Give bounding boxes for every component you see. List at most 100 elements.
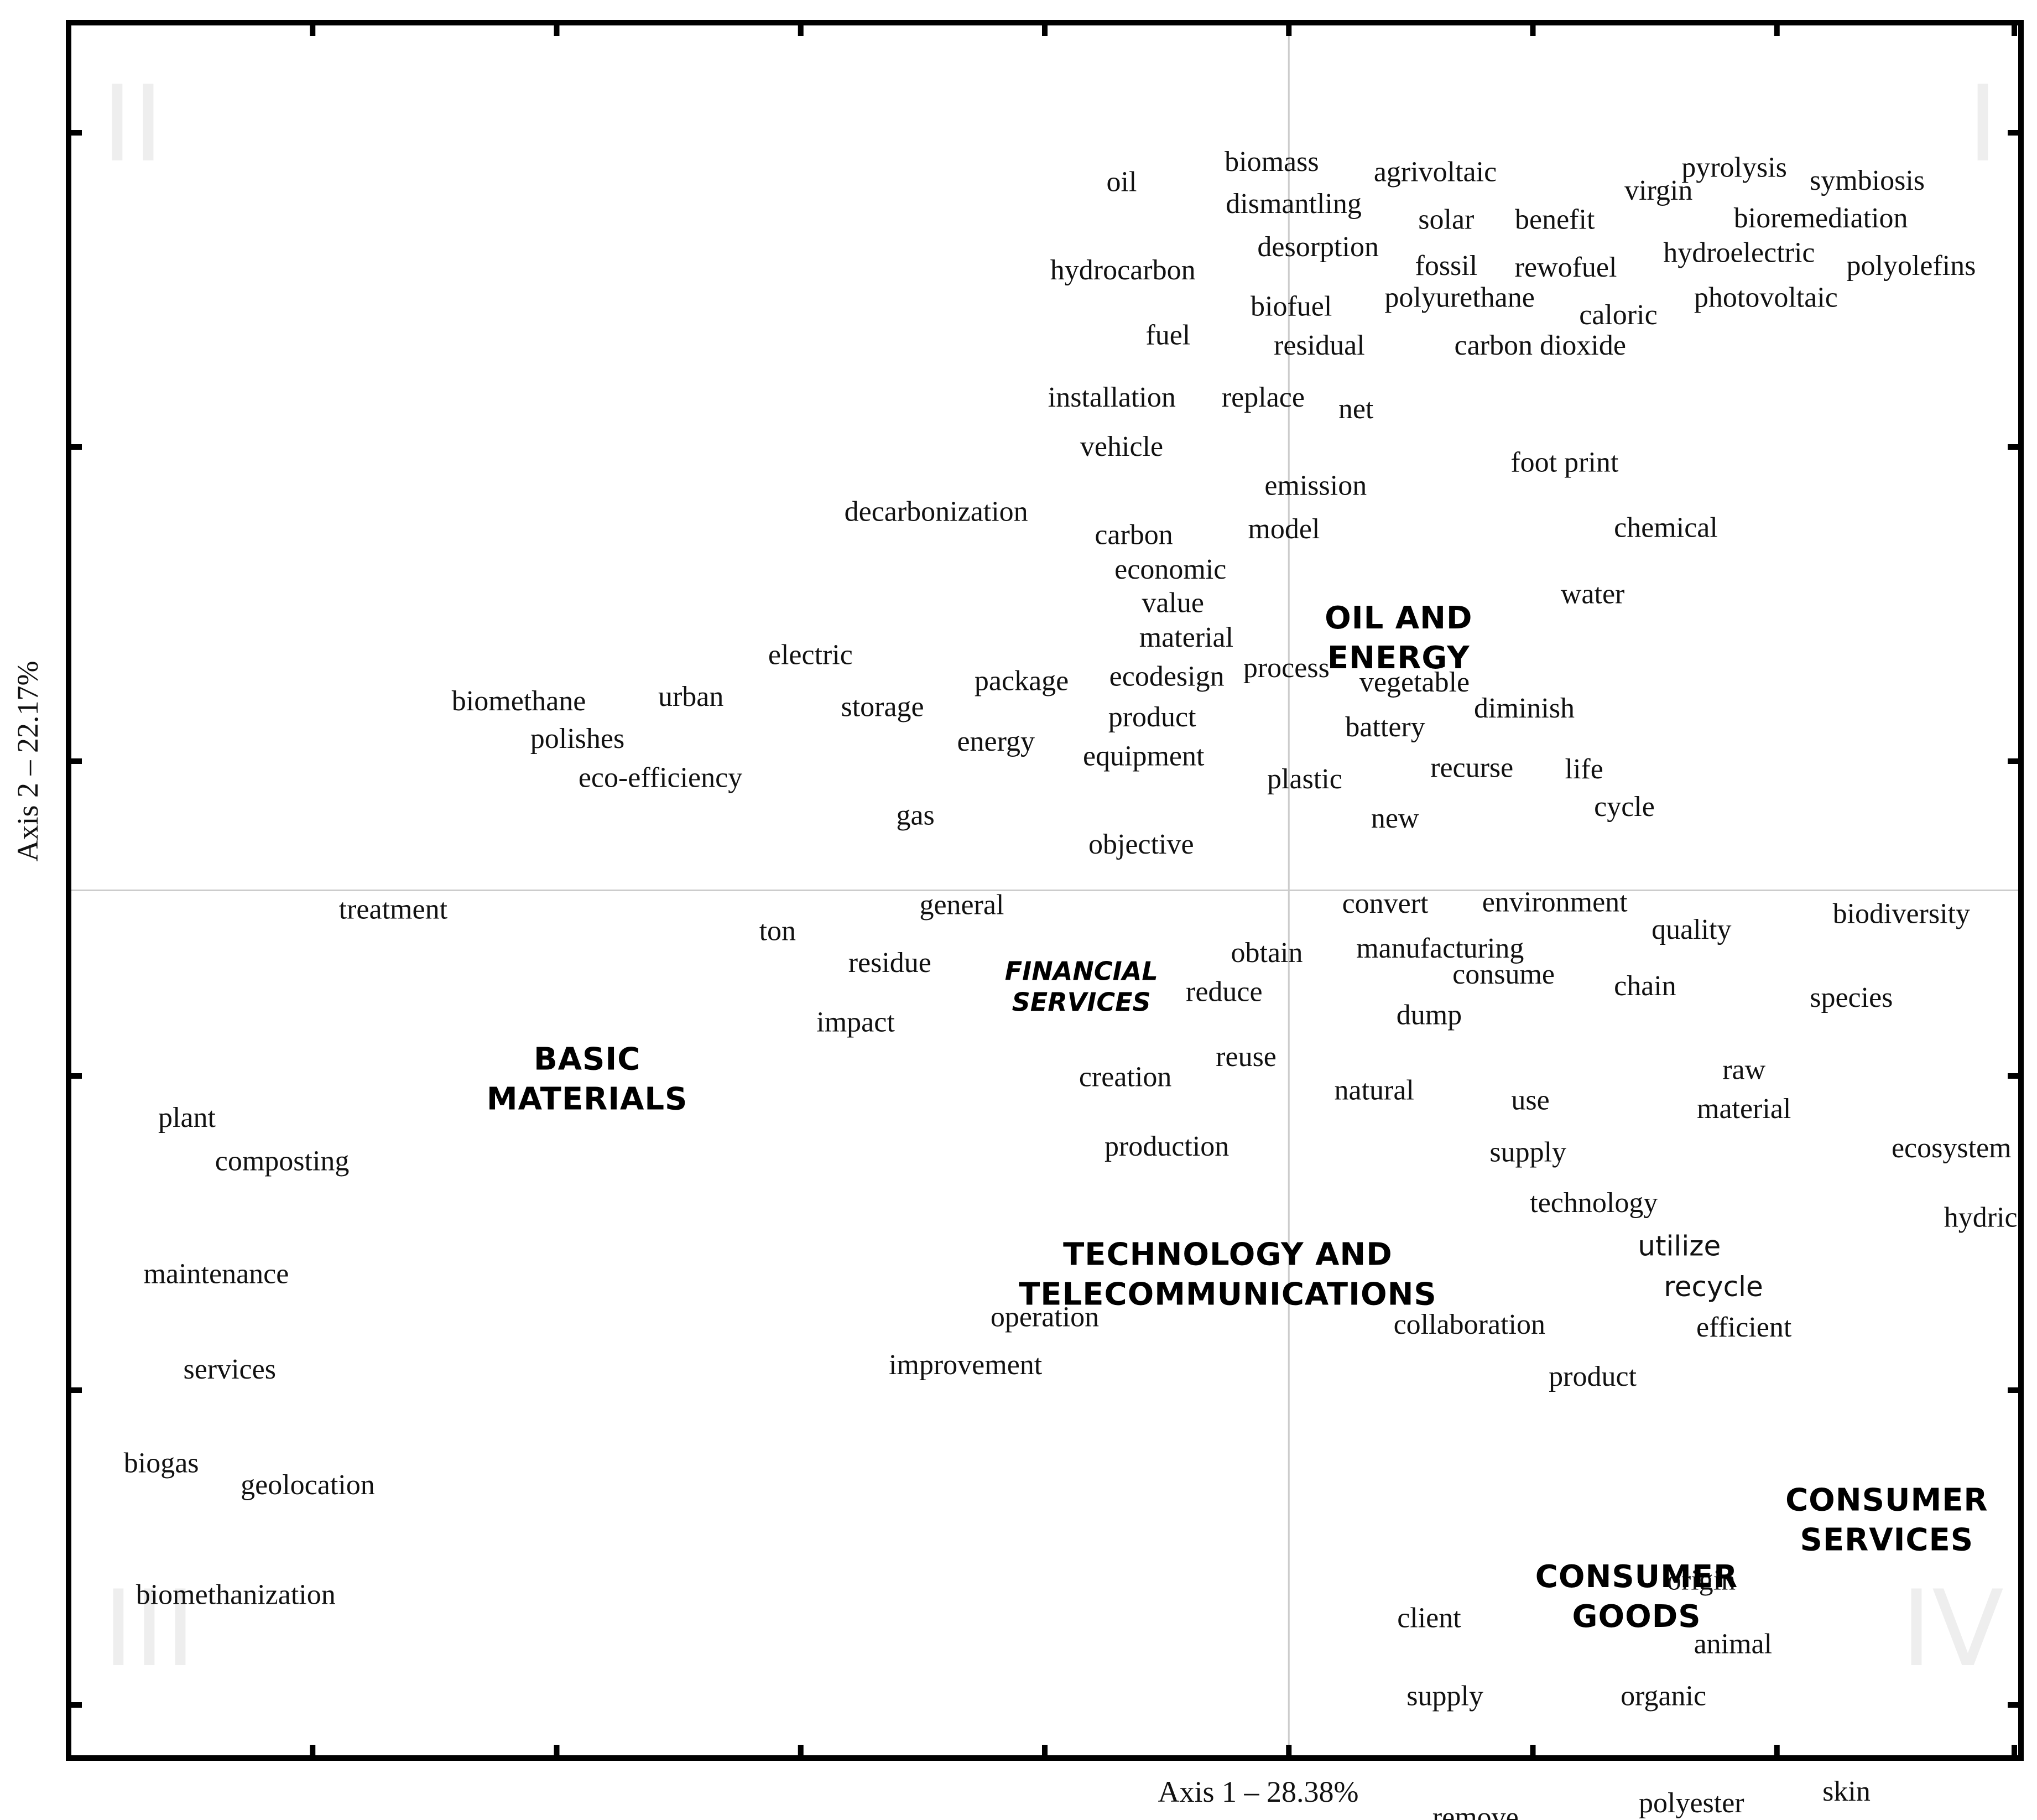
word-label: recurse [1430,752,1513,783]
word-label: operation [991,1302,1099,1333]
word-label: plant [158,1102,216,1133]
quadrant-label: I [1967,63,1998,185]
word-label: polyester [1639,1787,1744,1819]
word-label: biomass [1225,146,1319,178]
word-label: supply [1489,1137,1566,1168]
word-label: environment [1482,886,1628,918]
word-label: desorption [1257,231,1379,263]
word-label: skin [1822,1776,1871,1807]
word-label: symbiosis [1810,165,1925,196]
word-label: economic [1114,554,1226,585]
word-label: electric [768,639,853,670]
word-label: carbon [1095,519,1173,550]
group-label: OIL AND ENERGY [1325,600,1472,676]
word-label: polyurethane [1384,282,1534,314]
word-label: new [1371,803,1419,834]
word-label: diminish [1474,693,1575,724]
word-label: product [1108,701,1196,733]
word-label: gas [896,800,934,831]
word-label: value [1142,587,1204,618]
word-label: urban [658,681,723,713]
word-label: fossil [1415,250,1478,282]
word-label: biomethanization [136,1579,336,1611]
word-label: technology [1530,1187,1658,1219]
word-label: carbon dioxide [1455,330,1626,361]
word-label: cycle [1594,791,1655,823]
word-label: polishes [530,723,624,755]
word-label: treatment [339,893,448,925]
word-label: caloric [1579,299,1657,331]
word-label: natural [1335,1074,1414,1106]
word-label: biomethane [452,685,586,717]
word-label: recycle [1664,1271,1763,1303]
word-label: composting [215,1145,350,1177]
group-label: TECHNOLOGY AND TELECOMMUNICATIONS [1019,1236,1437,1312]
word-label: origin [1667,1564,1736,1596]
word-label: remove [1432,1802,1519,1820]
word-label: material [1139,622,1233,653]
word-label: energy [957,726,1035,757]
quadrant-label: IV [1901,1568,2004,1690]
word-label: hydric [1944,1202,2018,1233]
word-label: installation [1048,382,1176,413]
word-label: eco-efficiency [579,762,742,794]
word-label: improvement [889,1349,1043,1381]
word-label: dump [1397,999,1462,1031]
word-label: package [975,665,1069,696]
group-labels: OIL AND ENERGY FINANCIAL SERVICES BASIC MATER… [487,600,1988,1635]
word-label: maintenance [144,1258,289,1289]
word-label: material [1697,1093,1791,1125]
word-label: oil [1107,167,1137,198]
word-label: virgin [1624,175,1692,206]
word-label: dismantling [1226,188,1362,220]
word-label: use [1511,1085,1549,1116]
word-label: impact [816,1006,895,1038]
word-label: reuse [1216,1041,1277,1073]
word-label: obtain [1231,937,1303,969]
word-label: agrivoltaic [1374,156,1497,188]
word-label: manufacturing [1356,933,1524,964]
group-label: FINANCIAL SERVICES [1005,956,1158,1017]
word-label: model [1248,513,1320,545]
word-label: species [1810,982,1893,1013]
word-label: collaboration [1394,1309,1545,1340]
word-label: process [1243,652,1330,684]
word-label: biofuel [1251,290,1332,322]
word-label: decarbonization [845,496,1028,528]
word-label: pyrolysis [1681,152,1787,183]
word-label: life [1565,753,1603,785]
y-axis-label: Axis 2 – 22.17% [11,661,44,862]
word-label: chain [1614,970,1676,1002]
word-label: utilize [1638,1230,1721,1262]
group-label: CONSUMER GOODS [1535,1559,1738,1635]
word-label: water [1561,579,1624,610]
word-label: ecodesign [1109,661,1225,693]
group-label: BASIC MATERIALS [487,1041,687,1117]
word-label: hydrocarbon [1050,254,1196,286]
word-label: ton [759,916,796,947]
word-label: photovoltaic [1694,282,1838,314]
word-label: biogas [124,1448,199,1479]
word-label: rewofuel [1515,252,1617,283]
x-axis-label: Axis 1 – 28.38% [1158,1775,1359,1808]
center-axes [69,23,2021,1758]
word-label: client [1397,1602,1461,1634]
word-label: product [1549,1361,1637,1392]
word-label: benefit [1515,204,1595,236]
word-label: services [183,1354,275,1385]
word-label: emission [1264,470,1367,502]
word-label: equipment [1083,740,1205,772]
word-label: plastic [1267,763,1342,795]
word-label: fuel [1145,320,1190,351]
word-label: foot print [1510,447,1619,479]
word-label: ecosystem [1892,1132,2012,1164]
word-label: animal [1694,1628,1773,1660]
word-label: convert [1342,888,1429,919]
word-label: organic [1621,1681,1706,1712]
word-label: production [1105,1131,1229,1162]
word-label: efficient [1696,1312,1792,1343]
word-label: creation [1079,1062,1171,1093]
word-label: residual [1274,330,1365,361]
